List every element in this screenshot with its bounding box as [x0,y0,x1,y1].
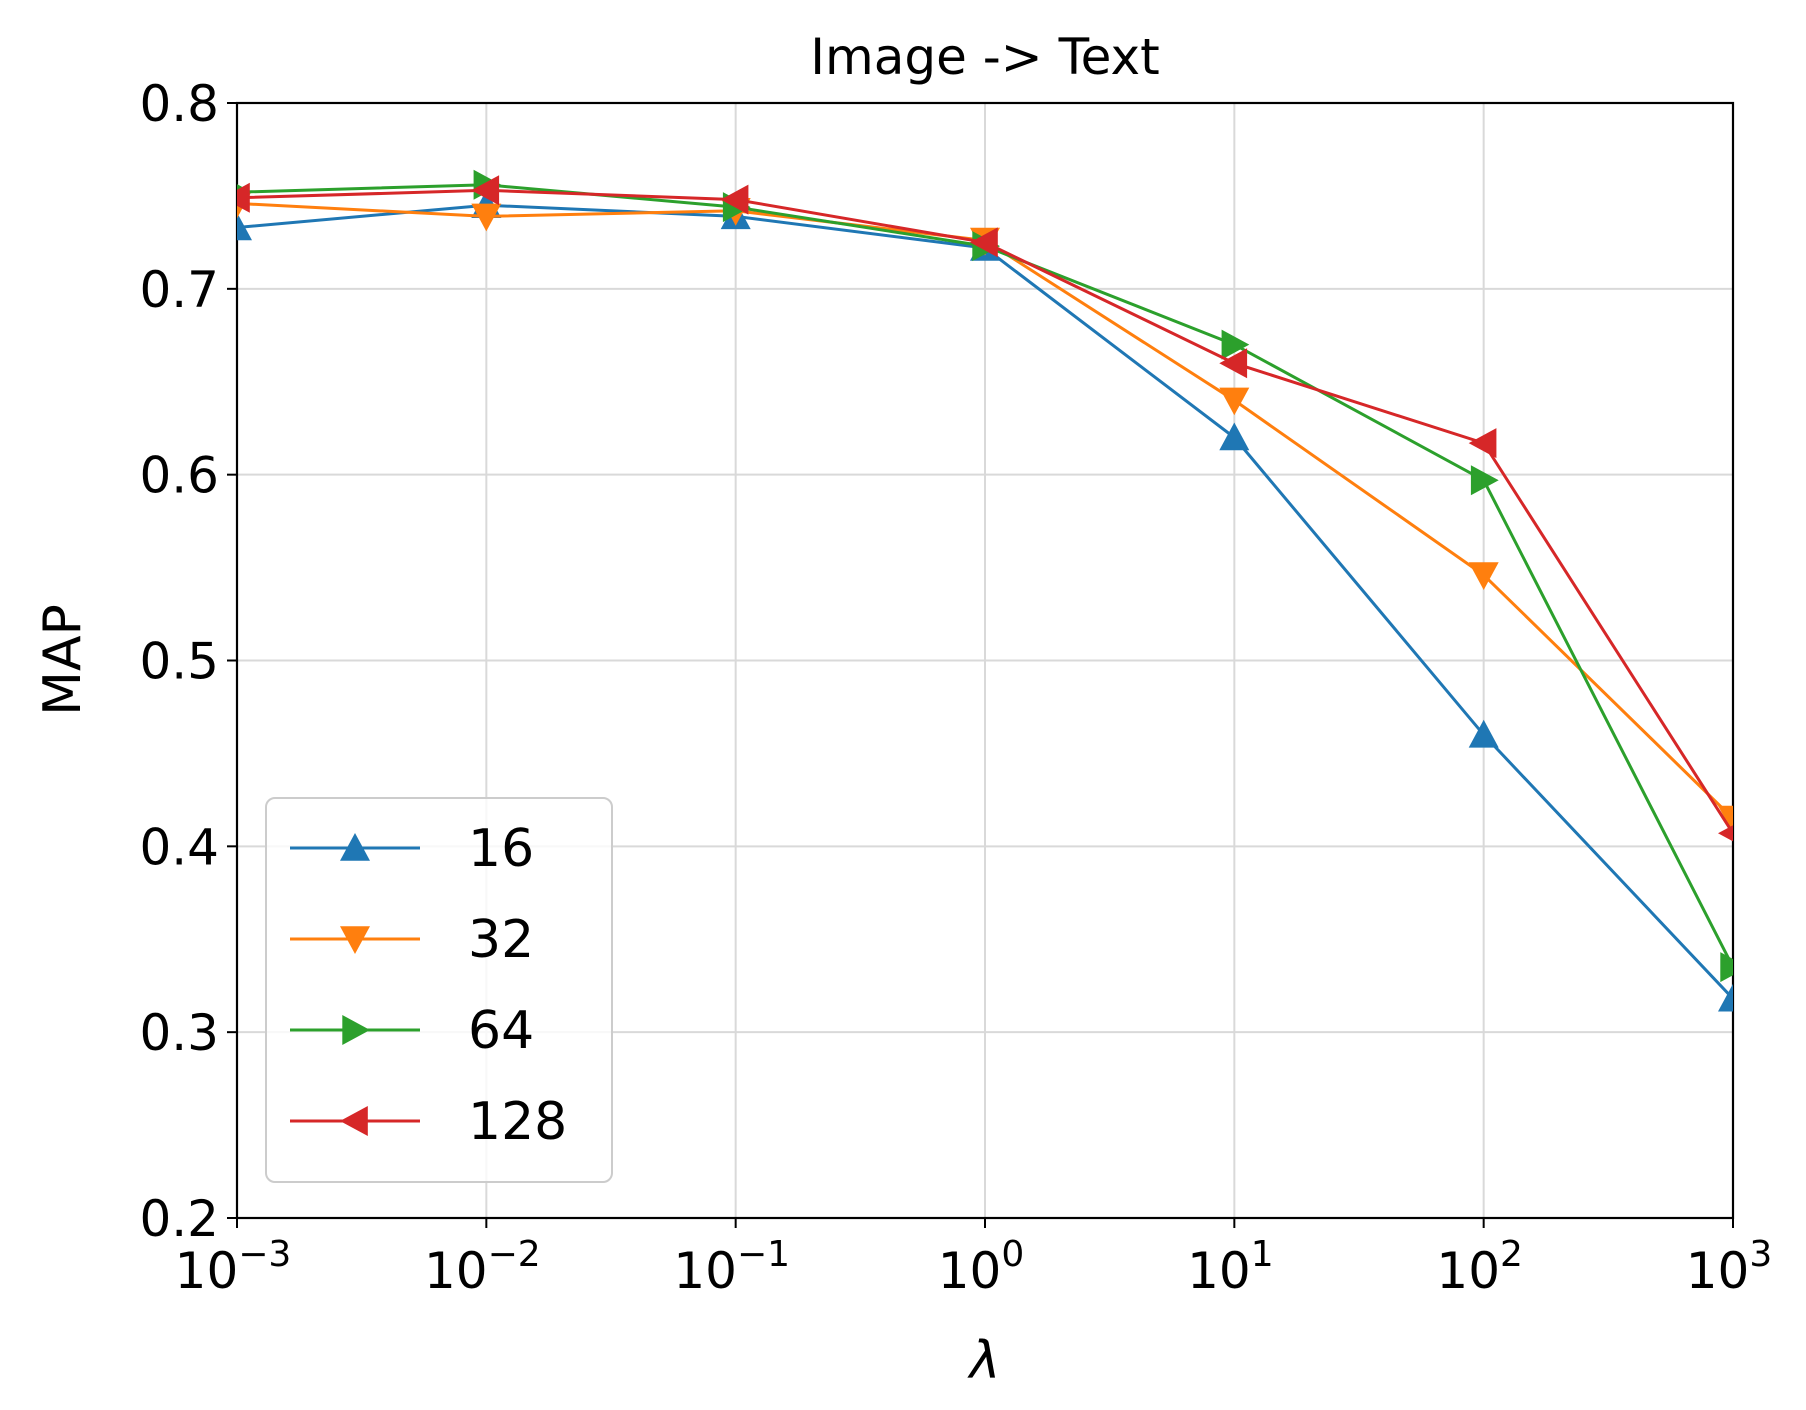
y-tick-label: 0.5 [139,633,219,691]
data-point [471,203,502,232]
legend-marker [342,1015,370,1045]
data-point [1720,952,1733,983]
data-point [1219,348,1248,379]
legend-label: 16 [468,819,534,879]
axis-ticks: 10−3 10−2 10−1 100 101 102 103 0.2 0.3 0.4 0.5 0.6 0… [139,75,1772,1300]
data-point [1470,465,1499,496]
data-point [237,182,250,213]
legend: 16 32 64 128 [265,797,613,1183]
data-point [1468,428,1497,459]
legend-label: 64 [468,1001,534,1061]
legend-marker [340,833,370,861]
legend-item: 32 [290,910,534,970]
y-tick-label: 0.4 [139,818,219,876]
legend-box [265,797,613,1183]
data-point [1718,825,1733,842]
chart-title: Image -> Text [810,28,1159,86]
data-point [1718,983,1733,1012]
x-tick-label: 101 [1187,1234,1274,1300]
data-point [1221,329,1250,360]
y-tick-label: 0.2 [139,1190,219,1248]
y-tick-label: 0.3 [139,1004,219,1062]
x-tick-label: 10−1 [673,1234,790,1300]
y-axis-label: MAP [33,604,93,716]
series-group [237,169,1733,1012]
legend-label: 32 [468,910,534,970]
legend-item: 64 [290,1001,534,1061]
x-tick-label: 103 [1686,1234,1773,1300]
legend-marker [340,926,370,954]
x-tick-label: 102 [1436,1234,1523,1300]
data-point [237,212,252,241]
data-point [1468,719,1499,748]
data-point [1219,387,1250,416]
data-point [471,175,500,206]
y-tick-label: 0.7 [139,261,219,319]
data-point [970,227,998,258]
y-tick-label: 0.6 [139,447,219,505]
data-point [720,184,749,215]
x-tick-label: 100 [938,1234,1025,1300]
y-tick-label: 0.8 [139,75,219,133]
x-tick-label: 10−3 [175,1234,292,1300]
legend-label: 128 [468,1092,567,1152]
legend-item: 16 [290,819,534,879]
x-axis-label: λ [967,1331,1001,1391]
x-tick-label: 10−2 [424,1234,541,1300]
data-point [1219,422,1250,451]
legend-item: 128 [290,1092,567,1152]
legend-marker [340,1106,368,1136]
data-point [1468,562,1499,590]
series-128 [237,175,1733,842]
